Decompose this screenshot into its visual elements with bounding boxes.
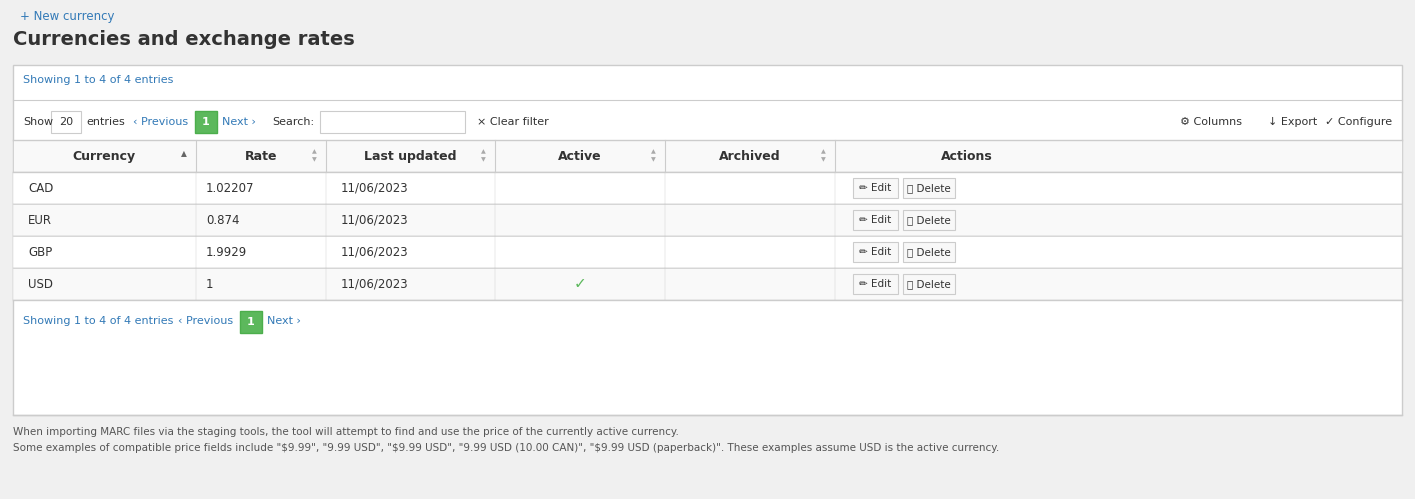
Text: Archived: Archived (719, 150, 781, 163)
Text: ▼: ▼ (651, 158, 655, 163)
Text: 🗑 Delete: 🗑 Delete (907, 247, 951, 257)
Text: ▼: ▼ (311, 158, 317, 163)
Text: ⚙ Columns: ⚙ Columns (1180, 117, 1242, 127)
Bar (903, 178, 955, 198)
Text: ▲: ▲ (181, 150, 187, 159)
Text: entries: entries (86, 117, 125, 127)
Text: USD: USD (28, 277, 52, 290)
Bar (903, 210, 955, 230)
Bar (853, 210, 899, 230)
Bar (13, 236, 1402, 268)
Text: 0.874: 0.874 (207, 214, 239, 227)
Bar (195, 111, 216, 133)
Text: EUR: EUR (28, 214, 52, 227)
Text: × Clear filter: × Clear filter (477, 117, 549, 127)
Text: ▲: ▲ (821, 150, 825, 155)
Bar (13, 140, 1402, 172)
Bar (853, 274, 899, 294)
Text: 11/06/2023: 11/06/2023 (341, 214, 409, 227)
Bar (903, 242, 955, 262)
Text: 1: 1 (202, 117, 209, 127)
Text: Actions: Actions (941, 150, 993, 163)
Text: 11/06/2023: 11/06/2023 (341, 182, 409, 195)
Text: ▲: ▲ (481, 150, 485, 155)
Text: 11/06/2023: 11/06/2023 (341, 246, 409, 258)
Text: 🗑 Delete: 🗑 Delete (907, 279, 951, 289)
Text: + New currency: + New currency (20, 10, 115, 23)
Bar (853, 242, 899, 262)
Text: Rate: Rate (245, 150, 277, 163)
Text: ▲: ▲ (311, 150, 317, 155)
Text: ✓: ✓ (573, 276, 586, 291)
Text: GBP: GBP (28, 246, 52, 258)
Text: ✏ Edit: ✏ Edit (859, 215, 891, 225)
Text: Currencies and exchange rates: Currencies and exchange rates (13, 30, 355, 49)
Text: ✏ Edit: ✏ Edit (859, 183, 891, 193)
Text: 1.9929: 1.9929 (207, 246, 248, 258)
Bar (13, 268, 1402, 300)
Text: ✓ Configure: ✓ Configure (1324, 117, 1392, 127)
Bar (241, 311, 262, 333)
Text: When importing MARC files via the staging tools, the tool will attempt to find a: When importing MARC files via the stagin… (13, 427, 679, 437)
Text: Showing 1 to 4 of 4 entries: Showing 1 to 4 of 4 entries (23, 75, 174, 85)
Text: ▼: ▼ (481, 158, 485, 163)
Text: 🗑 Delete: 🗑 Delete (907, 215, 951, 225)
Text: 🗑 Delete: 🗑 Delete (907, 183, 951, 193)
Bar (51, 111, 81, 133)
Text: Active: Active (558, 150, 601, 163)
Bar (320, 111, 466, 133)
Text: ▲: ▲ (651, 150, 655, 155)
Text: ✏ Edit: ✏ Edit (859, 247, 891, 257)
Text: Search:: Search: (272, 117, 314, 127)
Text: ‹ Previous: ‹ Previous (178, 316, 233, 326)
Text: Showing 1 to 4 of 4 entries: Showing 1 to 4 of 4 entries (23, 316, 174, 326)
Bar (903, 274, 955, 294)
Text: Next ›: Next › (222, 117, 256, 127)
Bar (13, 172, 1402, 204)
Text: ‹ Previous: ‹ Previous (133, 117, 188, 127)
Bar (853, 178, 899, 198)
Text: CAD: CAD (28, 182, 54, 195)
Text: ▼: ▼ (821, 158, 825, 163)
Text: ↓ Export: ↓ Export (1268, 117, 1317, 127)
Text: ✏ Edit: ✏ Edit (859, 279, 891, 289)
Text: Last updated: Last updated (364, 150, 456, 163)
Text: 1.02207: 1.02207 (207, 182, 255, 195)
Text: Show: Show (23, 117, 54, 127)
Bar (13, 204, 1402, 236)
Text: Next ›: Next › (267, 316, 301, 326)
Text: Currency: Currency (72, 150, 136, 163)
Text: 11/06/2023: 11/06/2023 (341, 277, 409, 290)
Text: 1: 1 (248, 317, 255, 327)
Text: Some examples of compatible price fields include "$9.99", "9.99 USD", "$9.99 USD: Some examples of compatible price fields… (13, 443, 999, 453)
Text: 1: 1 (207, 277, 214, 290)
Text: 20: 20 (59, 117, 74, 127)
Bar (13, 65, 1402, 415)
